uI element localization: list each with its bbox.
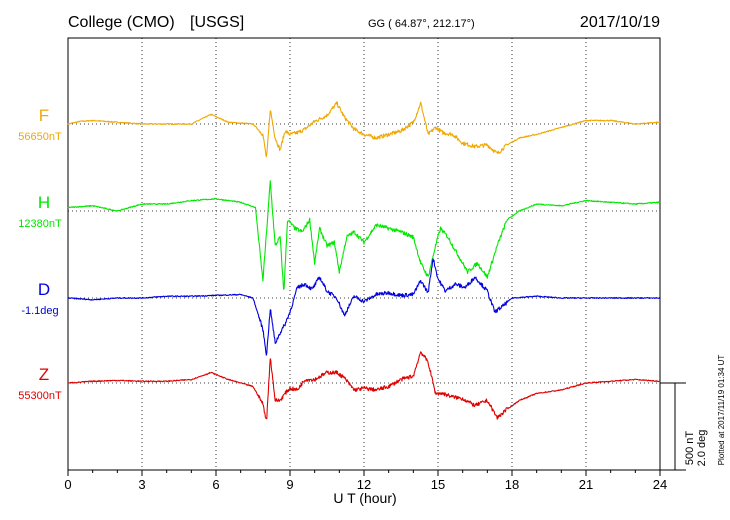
x-axis: 0 3 6 9 12 15 18 21 24 (64, 470, 667, 492)
source-label: [USGS] (190, 14, 244, 31)
scale-nt-label: 500 nT (684, 431, 696, 466)
x-axis-label: U T (hour) (333, 490, 396, 506)
trace-H (67, 180, 661, 290)
series-baseline-Z: 55300nT (18, 390, 62, 402)
x-tick-label: 3 (138, 477, 145, 492)
series-name-H: H (38, 193, 50, 212)
x-tick-label: 9 (286, 477, 293, 492)
traces (67, 101, 661, 420)
trace-Z (67, 351, 661, 420)
baselines (68, 123, 660, 384)
series-name-D: D (38, 280, 50, 299)
trace-D (67, 258, 661, 356)
x-tick-label: 0 (64, 477, 71, 492)
station-title: College (CMO) (68, 14, 175, 31)
series-name-F: F (39, 106, 49, 125)
date-label: 2017/10/19 (580, 14, 660, 31)
trace-F (67, 101, 661, 158)
x-tick-label: 6 (212, 477, 219, 492)
x-tick-label: 12 (357, 477, 371, 492)
coords-label: GG ( 64.87°, 212.17°) (368, 18, 475, 30)
x-tick-label: 21 (579, 477, 593, 492)
scale-deg-label: 2.0 deg (696, 430, 708, 467)
x-tick-label: 15 (431, 477, 445, 492)
series-baseline-H: 12380nT (18, 218, 62, 230)
x-tick-label: 18 (505, 477, 519, 492)
grid (141, 38, 587, 470)
scale-bar: 500 nT 2.0 deg (660, 382, 708, 471)
series-name-Z: Z (39, 365, 49, 384)
series-baseline-F: 56650nT (18, 131, 62, 143)
series-labels: F 56650nT H 12380nT D -1.1deg Z 55300nT (18, 106, 62, 402)
x-tick-label: 24 (653, 477, 667, 492)
plotted-note: Plotted at 2017/11/19 01:34 UT (717, 355, 726, 466)
series-baseline-D: -1.1deg (21, 305, 58, 317)
